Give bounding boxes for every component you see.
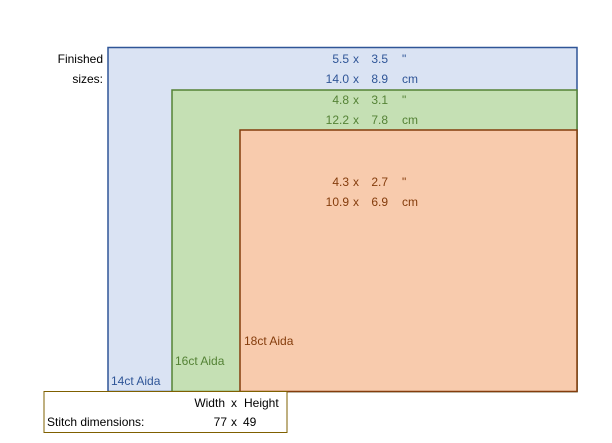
stitch-width: 77 (214, 415, 228, 429)
header: Height (244, 396, 279, 410)
width: 5.5 (332, 52, 349, 66)
unit: cm (402, 195, 418, 209)
unit: " (402, 52, 406, 66)
sep: x (353, 72, 359, 86)
fabric-label: 16ct Aida (175, 354, 225, 368)
height: 7.8 (371, 113, 388, 127)
label: Finished (58, 52, 103, 66)
sep: x (231, 396, 237, 410)
width: 10.9 (326, 195, 350, 209)
sep: x (353, 93, 359, 107)
unit: " (402, 175, 406, 189)
sep: x (353, 195, 359, 209)
sep: x (353, 52, 359, 66)
unit: cm (402, 113, 418, 127)
sep: x (231, 415, 237, 429)
height: 3.5 (371, 52, 388, 66)
width: 14.0 (326, 72, 350, 86)
unit: cm (402, 72, 418, 86)
header: Width (194, 396, 225, 410)
sep: x (353, 175, 359, 189)
height: 8.9 (371, 72, 388, 86)
label: sizes: (72, 72, 103, 86)
fabric-18ct (239, 129, 578, 393)
stitch-height: 49 (243, 415, 257, 429)
unit: " (402, 93, 406, 107)
fabric-label: 18ct Aida (244, 334, 294, 348)
height: 2.7 (371, 175, 388, 189)
sep: x (353, 113, 359, 127)
height: 6.9 (371, 195, 388, 209)
width: 4.8 (332, 93, 349, 107)
width: 12.2 (326, 113, 350, 127)
stitch-box (43, 391, 288, 433)
fabric-label: 14ct Aida (111, 374, 161, 388)
stitch-label: Stitch dimensions: (47, 415, 144, 429)
width: 4.3 (332, 175, 349, 189)
height: 3.1 (371, 93, 388, 107)
